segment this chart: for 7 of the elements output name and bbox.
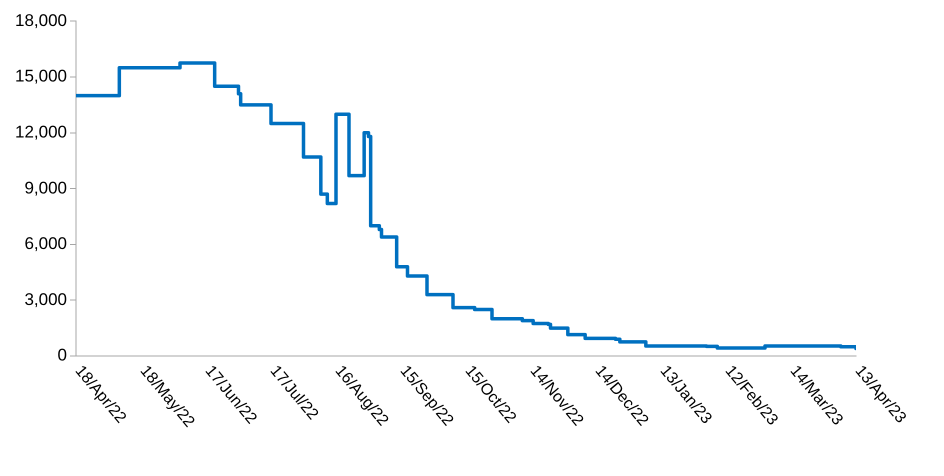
y-tick-label: 12,000 — [14, 122, 67, 142]
y-tick-label: 0 — [58, 346, 67, 365]
y-tick-label: 6,000 — [24, 234, 67, 254]
y-tick-label: 9,000 — [24, 178, 67, 198]
y-tick-label: 3,000 — [24, 290, 67, 309]
y-tick-label: 18,000 — [14, 10, 67, 30]
y-tick-label: 15,000 — [14, 66, 67, 86]
